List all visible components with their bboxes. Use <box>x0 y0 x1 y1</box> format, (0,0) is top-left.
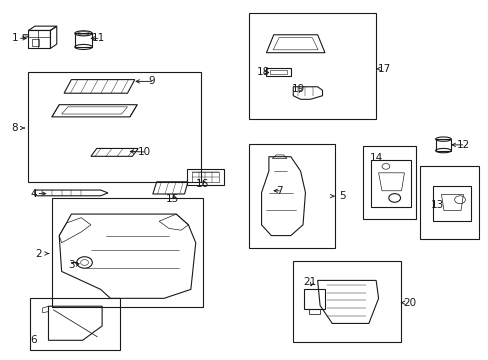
Text: 8: 8 <box>11 123 18 133</box>
Text: 12: 12 <box>455 140 468 150</box>
Text: 18: 18 <box>256 67 269 77</box>
Text: 13: 13 <box>429 200 443 210</box>
Text: 20: 20 <box>402 298 415 308</box>
Text: 15: 15 <box>165 194 179 204</box>
Text: 17: 17 <box>377 64 390 74</box>
Text: 6: 6 <box>30 334 37 345</box>
Text: 14: 14 <box>369 153 382 163</box>
Text: 9: 9 <box>148 76 155 86</box>
Text: 21: 21 <box>303 277 316 287</box>
Text: 11: 11 <box>91 33 104 43</box>
Text: 10: 10 <box>138 147 151 157</box>
Text: 7: 7 <box>276 186 283 196</box>
Text: 19: 19 <box>291 84 304 94</box>
Text: 5: 5 <box>338 191 345 201</box>
Text: 4: 4 <box>30 189 37 199</box>
Text: 16: 16 <box>195 179 208 189</box>
Text: 2: 2 <box>35 248 42 258</box>
Text: 1: 1 <box>12 33 19 43</box>
Text: 3: 3 <box>68 260 75 270</box>
